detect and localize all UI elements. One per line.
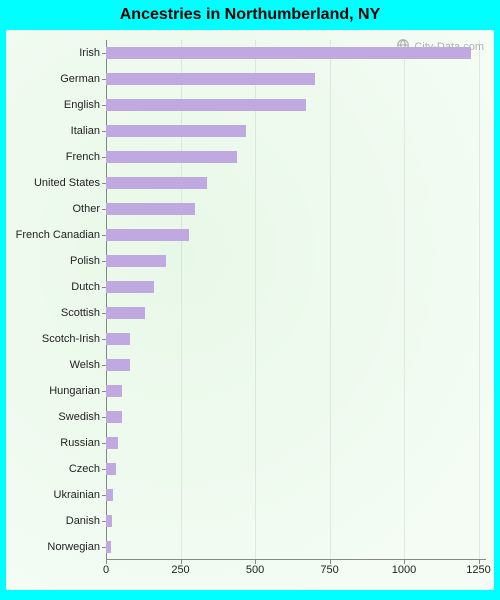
bar bbox=[106, 255, 166, 267]
bar bbox=[106, 541, 111, 553]
bar bbox=[106, 47, 471, 59]
y-axis-label: Italian bbox=[0, 123, 100, 139]
y-axis-label: French Canadian bbox=[0, 227, 100, 243]
x-axis-label: 750 bbox=[320, 564, 338, 576]
bar bbox=[106, 333, 130, 345]
page-background: Ancestries in Northumberland, NY City-Da… bbox=[0, 0, 500, 600]
bar bbox=[106, 99, 306, 111]
y-axis-label: Welsh bbox=[0, 357, 100, 373]
bar bbox=[106, 489, 113, 501]
chart-title: Ancestries in Northumberland, NY bbox=[6, 6, 494, 24]
y-axis-label: Polish bbox=[0, 253, 100, 269]
gridline bbox=[181, 40, 182, 560]
bar bbox=[106, 463, 116, 475]
chart-area: City-Data.com 025050075010001250IrishGer… bbox=[6, 30, 494, 590]
y-axis-label: Scotch-Irish bbox=[0, 331, 100, 347]
bar bbox=[106, 229, 189, 241]
bar bbox=[106, 125, 246, 137]
y-axis-label: Irish bbox=[0, 45, 100, 61]
x-axis bbox=[106, 559, 486, 560]
bar bbox=[106, 515, 112, 527]
x-axis-label: 1250 bbox=[466, 564, 490, 576]
bar bbox=[106, 73, 315, 85]
x-axis-label: 0 bbox=[103, 564, 109, 576]
bar bbox=[106, 385, 122, 397]
y-axis-label: United States bbox=[0, 175, 100, 191]
bar bbox=[106, 203, 195, 215]
gridline bbox=[255, 40, 256, 560]
y-axis-label: Czech bbox=[0, 461, 100, 477]
y-axis-label: Swedish bbox=[0, 409, 100, 425]
y-axis-label: Danish bbox=[0, 513, 100, 529]
y-axis-label: Other bbox=[0, 201, 100, 217]
gridline bbox=[330, 40, 331, 560]
plot-region bbox=[106, 40, 486, 560]
bar bbox=[106, 411, 122, 423]
bar bbox=[106, 307, 145, 319]
y-axis-label: English bbox=[0, 97, 100, 113]
y-axis-label: Dutch bbox=[0, 279, 100, 295]
y-axis-label: Hungarian bbox=[0, 383, 100, 399]
gridline bbox=[106, 40, 107, 560]
y-axis-label: Russian bbox=[0, 435, 100, 451]
bar bbox=[106, 177, 207, 189]
y-axis-label: French bbox=[0, 149, 100, 165]
y-axis-label: German bbox=[0, 71, 100, 87]
x-axis-label: 250 bbox=[171, 564, 189, 576]
y-axis-label: Ukrainian bbox=[0, 487, 100, 503]
y-axis-label: Scottish bbox=[0, 305, 100, 321]
x-axis-label: 1000 bbox=[392, 564, 416, 576]
y-axis-label: Norwegian bbox=[0, 539, 100, 555]
bar bbox=[106, 437, 118, 449]
bar bbox=[106, 151, 237, 163]
gridline bbox=[404, 40, 405, 560]
gridline bbox=[479, 40, 480, 560]
bar bbox=[106, 281, 154, 293]
bar bbox=[106, 359, 130, 371]
x-axis-label: 500 bbox=[246, 564, 264, 576]
